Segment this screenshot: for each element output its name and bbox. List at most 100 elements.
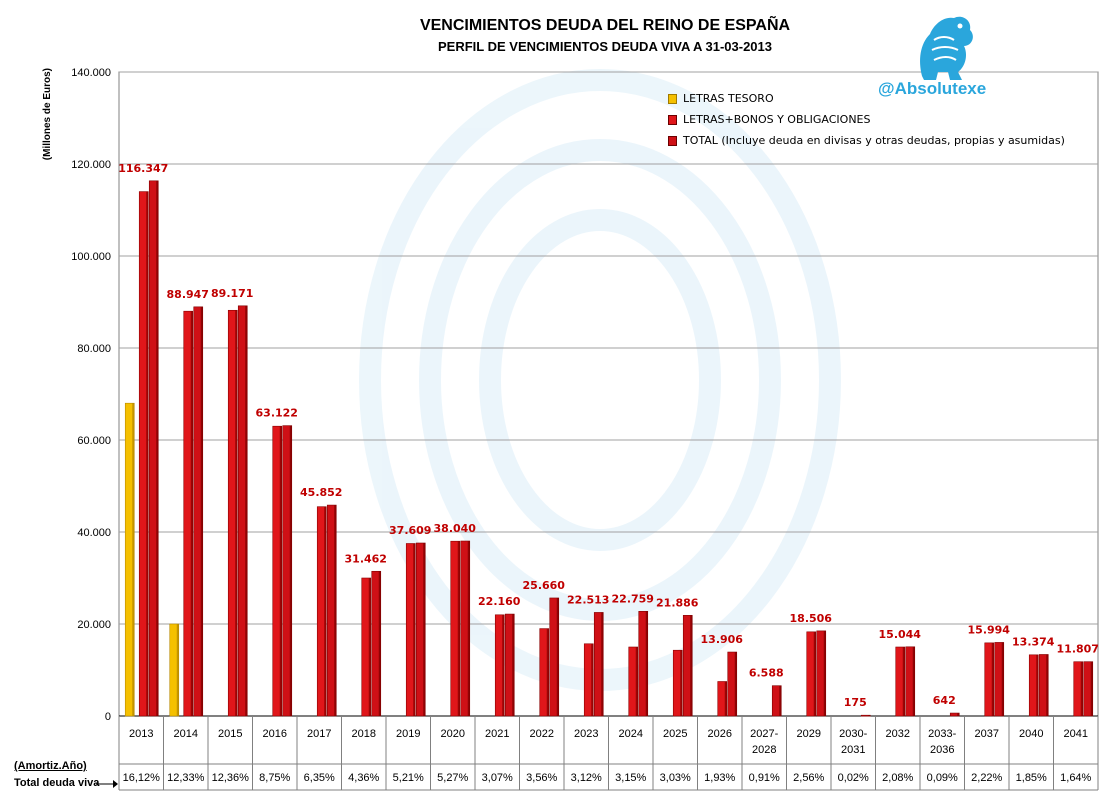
legend-label: LETRAS TESORO [683, 92, 774, 105]
y-tick-label: 0 [105, 711, 111, 723]
y-tick-label: 40.000 [77, 527, 111, 539]
data-label: 22.513 [567, 593, 609, 606]
legend-item-bonos: LETRAS+BONOS Y OBLIGACIONES [668, 109, 1065, 130]
pct-label: 0,91% [749, 772, 780, 784]
x-tick-label: 2018 [352, 728, 376, 740]
pct-label: 16,12% [123, 772, 161, 784]
griffin-logo-icon [920, 16, 973, 80]
legend: LETRAS TESORO LETRAS+BONOS Y OBLIGACIONE… [668, 88, 1065, 151]
x-tick-label: 2036 [930, 744, 954, 756]
x-tick-label: 2041 [1064, 728, 1088, 740]
data-label: 116.347 [118, 162, 168, 175]
bar-total-shade [467, 541, 470, 716]
bar-bonos-shade [546, 628, 549, 716]
x-tick-label: 2026 [708, 728, 732, 740]
x-tick-label: 2020 [441, 728, 465, 740]
data-label: 22.160 [478, 595, 521, 608]
data-label: 25.660 [523, 579, 566, 592]
pct-label: 8,75% [259, 772, 290, 784]
bar-bonos-shade [591, 643, 594, 716]
pct-label: 2,56% [793, 772, 824, 784]
data-label: 88.947 [167, 288, 209, 301]
data-label: 37.609 [389, 524, 431, 537]
data-label: 13.906 [701, 633, 744, 646]
data-label: 18.506 [790, 612, 833, 625]
pct-label: 4,36% [348, 772, 379, 784]
x-tick-label: 2040 [1019, 728, 1043, 740]
data-label: 6.588 [749, 667, 784, 680]
bar-bonos-shade [235, 310, 238, 716]
bar-total-shade [957, 713, 960, 716]
pct-label: 12,33% [167, 772, 205, 784]
pct-label: 0,09% [927, 772, 958, 784]
data-label: 45.852 [300, 486, 342, 499]
pct-label: 3,12% [571, 772, 602, 784]
y-tick-label: 60.000 [77, 435, 111, 447]
x-tick-label: 2021 [485, 728, 509, 740]
bar-bonos-shade [324, 506, 327, 716]
bar-bonos-shade [502, 614, 505, 716]
bar-total-shade [1001, 642, 1004, 716]
bar-total-shade [245, 305, 248, 716]
bar-total-shade [734, 652, 737, 716]
legend-swatch-letras-tesoro [668, 93, 677, 104]
data-label: 15.044 [879, 628, 922, 641]
x-tick-label: 2013 [129, 728, 153, 740]
data-label: 15.994 [968, 623, 1011, 636]
y-tick-label: 100.000 [71, 251, 111, 263]
pct-label: 12,36% [212, 772, 250, 784]
pct-label: 6,35% [304, 772, 335, 784]
pct-label: 3,07% [482, 772, 513, 784]
x-tick-label: 2015 [218, 728, 242, 740]
x-tick-label: 2025 [663, 728, 687, 740]
y-tick-label: 20.000 [77, 619, 111, 631]
bar-total-shade [556, 597, 559, 716]
pct-label: 3,03% [660, 772, 691, 784]
pct-label: 3,56% [526, 772, 557, 784]
x-tick-label: 2017 [307, 728, 331, 740]
x-tick-label: 2032 [886, 728, 910, 740]
data-label: 89.171 [211, 287, 253, 300]
pct-label: 5,21% [393, 772, 424, 784]
data-label: 21.886 [656, 596, 699, 609]
watermark-ring [419, 139, 781, 621]
total-row-label: Total deuda viva [14, 777, 100, 789]
bar-bonos-shade [1080, 661, 1083, 716]
x-tick-label: 2037 [975, 728, 999, 740]
bar-total-shade [601, 612, 604, 716]
bar-letras-tesoro-shade [176, 624, 179, 716]
legend-label: LETRAS+BONOS Y OBLIGACIONES [683, 113, 871, 126]
bar-total-shade [779, 685, 782, 716]
data-label: 22.759 [612, 592, 654, 605]
bar-total-shade [912, 646, 915, 716]
bar-total-shade [334, 505, 337, 716]
x-tick-label: 2031 [841, 744, 865, 756]
y-axis-label: (Millones de Euros) [42, 68, 53, 161]
bar-total-shade [690, 615, 693, 716]
x-tick-label: 2014 [174, 728, 198, 740]
bar-bonos-shade [902, 647, 905, 716]
pct-label: 2,22% [971, 772, 1002, 784]
bar-bonos-shade [813, 631, 816, 716]
bar-total-shade [1090, 661, 1093, 716]
bar-bonos-shade [635, 647, 638, 716]
bar-bonos-shade [457, 541, 460, 716]
bar-total-shade [156, 180, 159, 716]
bar-bonos-shade [368, 578, 371, 716]
y-tick-label: 120.000 [71, 159, 111, 171]
x-tick-label: 2029 [797, 728, 821, 740]
x-tick-label: 2019 [396, 728, 420, 740]
pct-label: 2,08% [882, 772, 913, 784]
bar-total-shade [512, 614, 515, 716]
x-tick-label: 2033- [928, 728, 956, 740]
bar-bonos-shade [680, 650, 683, 716]
x-tick-label: 2024 [619, 728, 643, 740]
pct-label: 1,93% [704, 772, 735, 784]
x-tick-label: 2022 [530, 728, 554, 740]
bar-total-shade [823, 630, 826, 716]
bar-letras-tesoro-shade [132, 403, 135, 716]
data-label: 13.374 [1012, 635, 1055, 648]
legend-swatch-total [668, 135, 677, 146]
